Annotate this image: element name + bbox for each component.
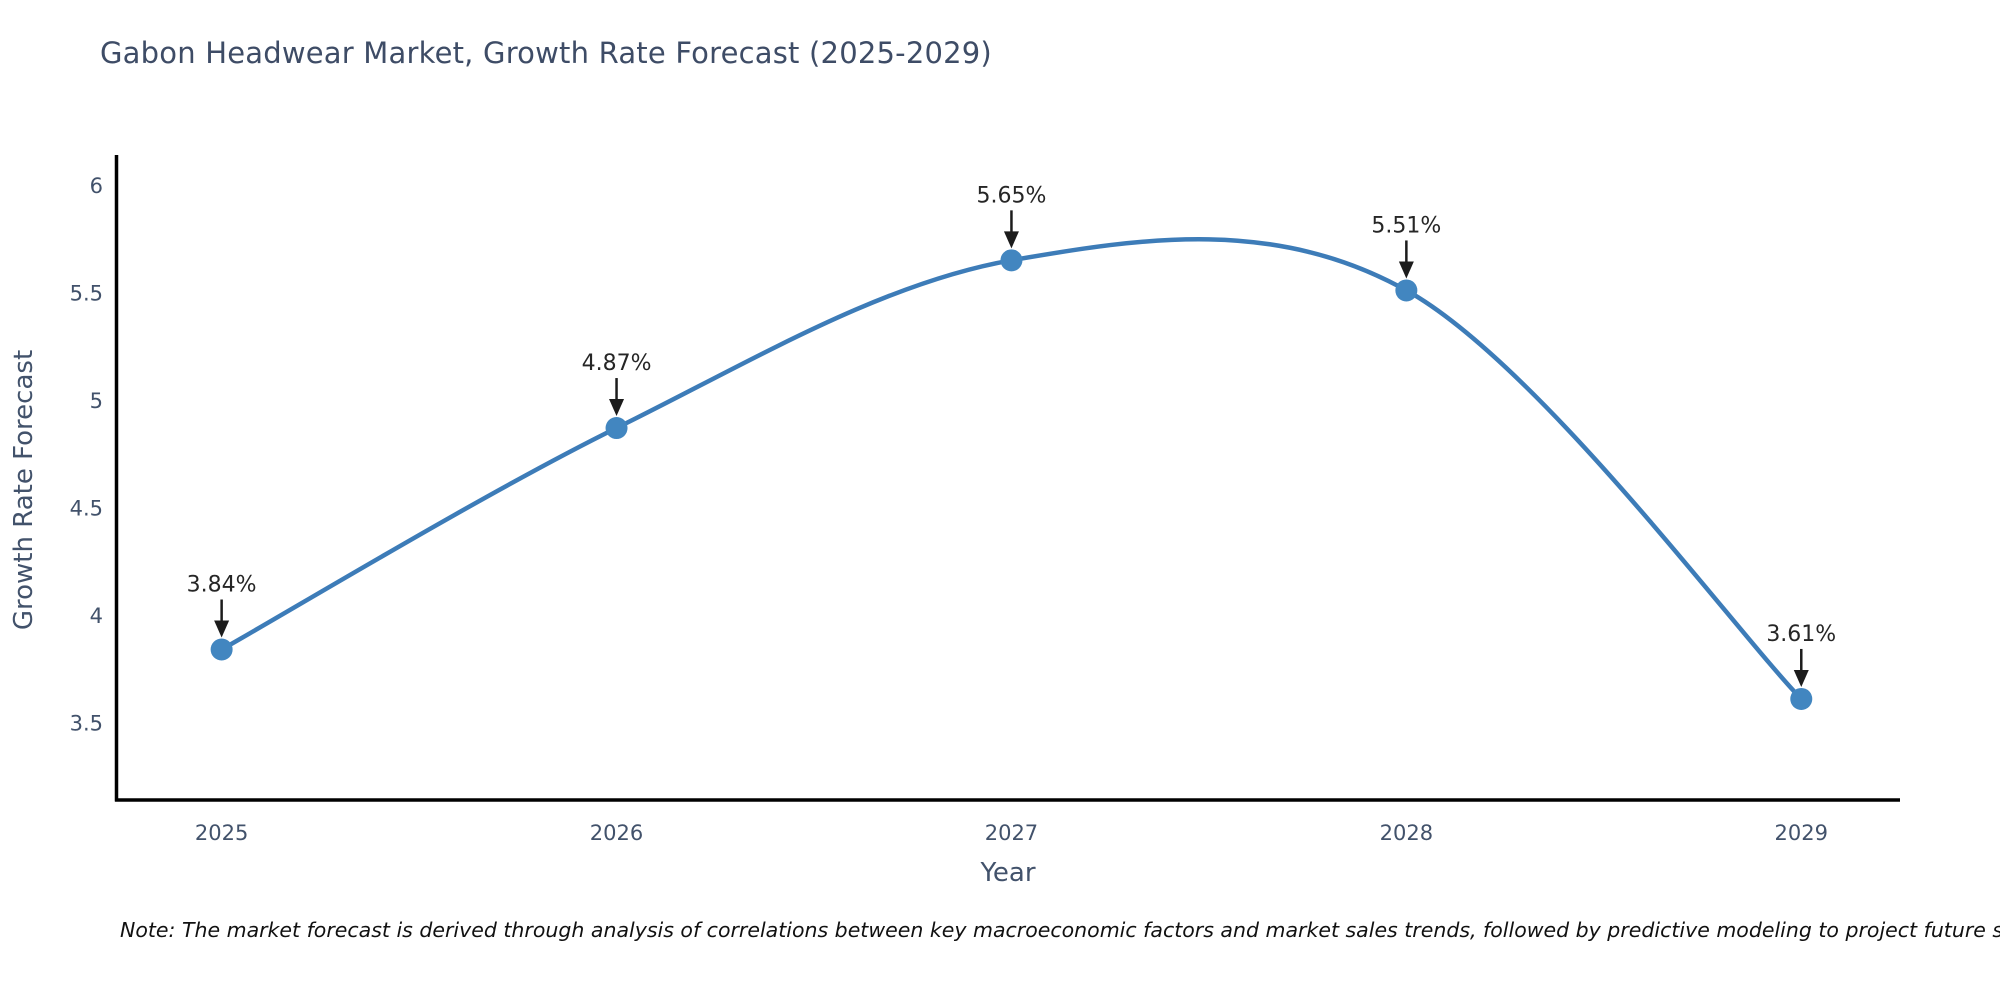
footnote: Note: The market forecast is derived thr… (120, 918, 2000, 942)
x-tick-label: 2028 (1380, 821, 1433, 845)
annotation-arrowhead (1793, 669, 1809, 687)
data-point-marker[interactable] (1790, 687, 1813, 710)
x-tick-label: 2025 (195, 821, 248, 845)
y-tick-label: 5 (90, 389, 103, 413)
annotation-arrowhead (1003, 231, 1019, 249)
x-tick-label: 2027 (985, 821, 1038, 845)
annotation-arrowhead (214, 620, 230, 638)
y-tick-label: 5.5 (70, 282, 103, 306)
data-point-marker[interactable] (210, 638, 233, 661)
data-point-marker[interactable] (1000, 249, 1023, 272)
data-point-label: 3.84% (187, 573, 257, 598)
x-tick-label: 2029 (1775, 821, 1828, 845)
y-tick-label: 6 (90, 174, 103, 198)
annotation-arrowhead (609, 399, 625, 417)
y-tick-label: 3.5 (70, 712, 103, 736)
x-tick-label: 2026 (590, 821, 643, 845)
data-point-label: 5.65% (977, 183, 1047, 208)
data-point-label: 3.61% (1766, 622, 1836, 647)
data-point-label: 4.87% (582, 351, 652, 376)
data-point-marker[interactable] (605, 417, 628, 440)
y-tick-label: 4 (90, 604, 103, 628)
data-point-label: 5.51% (1371, 213, 1441, 238)
chart-title: Gabon Headwear Market, Growth Rate Forec… (100, 36, 992, 70)
x-axis-title: Year (980, 858, 1036, 888)
y-tick-label: 4.5 (70, 497, 103, 521)
forecast-line (219, 237, 1804, 702)
data-point-marker[interactable] (1395, 279, 1418, 302)
annotation-arrowhead (1398, 261, 1414, 279)
